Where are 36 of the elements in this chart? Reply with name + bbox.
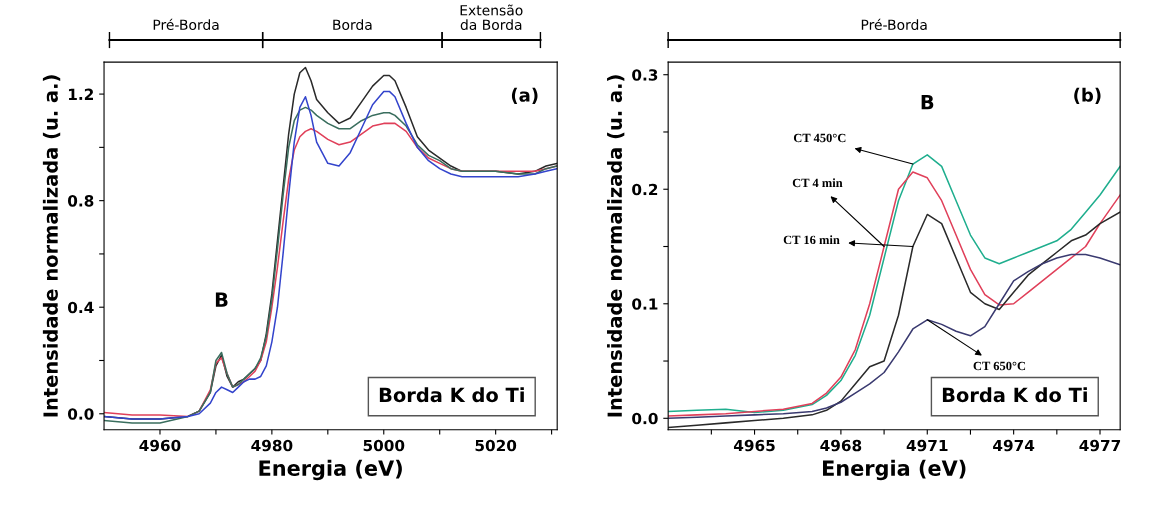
y-tick-label: 0.4 — [67, 301, 94, 314]
annotation: B — [215, 292, 228, 307]
text: Pré-Borda — [861, 18, 927, 31]
x-tick-label: 5020 — [475, 439, 517, 452]
annotation: CT 450°C — [793, 133, 846, 143]
y-tick-label: 1.2 — [68, 88, 93, 100]
annotation: Borda K do Ti — [379, 387, 524, 403]
x-tick-label: 4965 — [733, 439, 775, 452]
annotation: (a) — [511, 87, 538, 104]
annotation: (b) — [1074, 87, 1101, 104]
y-tick-label: 0.3 — [632, 69, 658, 81]
text: Pré-Borda — [153, 18, 219, 31]
y-tick-label: 0.1 — [632, 298, 658, 310]
y-tick-label: 0.0 — [67, 408, 94, 420]
y-tick-label: 0.8 — [67, 195, 94, 207]
x-tick-label: 4980 — [251, 439, 293, 452]
x-axis-title: Energia (eV) — [259, 459, 402, 481]
annotation: CT 16 min — [783, 235, 840, 245]
line-series — [668, 253, 1121, 420]
x-tick-label: 4960 — [139, 439, 181, 452]
y-tick-label: 0.2 — [632, 183, 658, 196]
text: Extensão da Borda — [460, 4, 523, 31]
text: Borda — [333, 19, 372, 31]
y-tick-label: 0.0 — [632, 412, 658, 425]
x-tick-label: 4971 — [906, 439, 948, 452]
x-tick-label: 4977 — [1079, 439, 1121, 452]
annotation: CT 650°C — [973, 361, 1026, 371]
x-tick-label: 5000 — [363, 439, 405, 452]
annotation: CT 4 min — [792, 178, 843, 188]
x-tick-label: 4974 — [993, 439, 1035, 452]
y-axis-title: Intensidade normalizada (u. a.) — [607, 75, 625, 417]
x-axis-title: Energia (eV) — [823, 459, 966, 481]
x-tick-label: 4968 — [820, 439, 862, 452]
annotation: Borda K do Ti — [942, 387, 1087, 403]
annotation: B — [921, 95, 934, 110]
y-axis-title: Intensidade normalizada (u. a.) — [42, 75, 61, 417]
